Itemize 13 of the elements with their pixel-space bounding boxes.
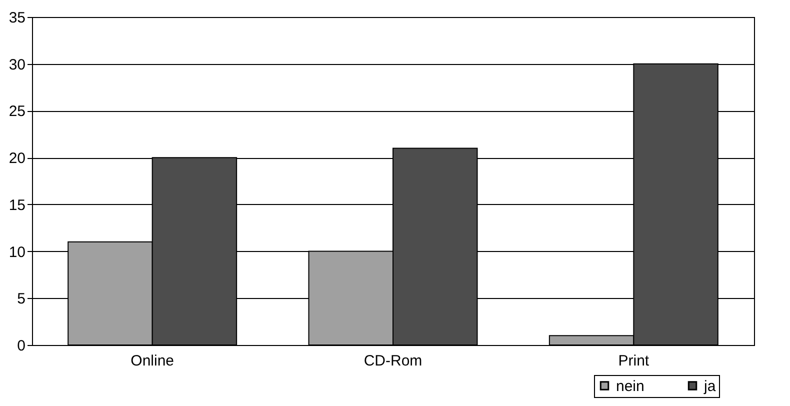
y-tick-label: 25 <box>8 103 26 120</box>
y-tick-label: 0 <box>17 338 26 354</box>
y-tick-label: 15 <box>8 196 26 214</box>
y-tick-label: 5 <box>17 290 26 308</box>
x-tick-label: Print <box>618 352 650 370</box>
legend-label: nein <box>616 378 644 395</box>
legend-label: ja <box>703 378 716 395</box>
x-tick-label: Online <box>130 352 174 370</box>
x-tick-label: CD-Rom <box>364 352 422 370</box>
y-tick-label: 20 <box>8 150 26 168</box>
y-tick-label: 30 <box>8 56 26 74</box>
y-tick-label: 35 <box>8 10 26 26</box>
y-tick-label: 10 <box>8 244 26 261</box>
